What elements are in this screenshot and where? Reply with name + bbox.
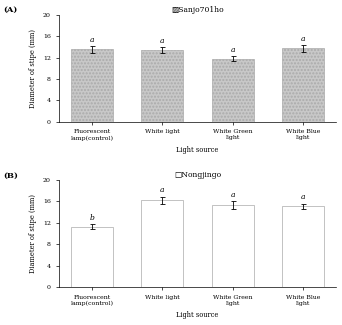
Text: b: b xyxy=(90,214,95,222)
Title: ▨Sanjo701ho: ▨Sanjo701ho xyxy=(171,6,224,14)
Bar xyxy=(141,200,183,287)
Text: a: a xyxy=(160,37,165,45)
Bar xyxy=(282,48,324,122)
Text: a: a xyxy=(90,36,94,44)
Bar xyxy=(212,205,254,287)
Text: (A): (A) xyxy=(3,6,17,14)
Text: a: a xyxy=(160,187,165,194)
X-axis label: Light source: Light source xyxy=(176,311,219,319)
Title: □Nongjingo: □Nongjingo xyxy=(174,171,221,179)
Bar xyxy=(212,58,254,122)
Bar xyxy=(282,206,324,287)
Text: a: a xyxy=(231,46,235,54)
Bar xyxy=(71,227,113,287)
Bar xyxy=(141,50,183,122)
Y-axis label: Diameter of stipe (mm): Diameter of stipe (mm) xyxy=(29,194,37,273)
Text: (B): (B) xyxy=(3,171,18,179)
X-axis label: Light source: Light source xyxy=(176,146,219,154)
Y-axis label: Diameter of stipe (mm): Diameter of stipe (mm) xyxy=(29,29,37,108)
Text: a: a xyxy=(301,193,305,202)
Text: a: a xyxy=(231,191,235,199)
Text: a: a xyxy=(301,34,305,43)
Bar xyxy=(71,49,113,122)
